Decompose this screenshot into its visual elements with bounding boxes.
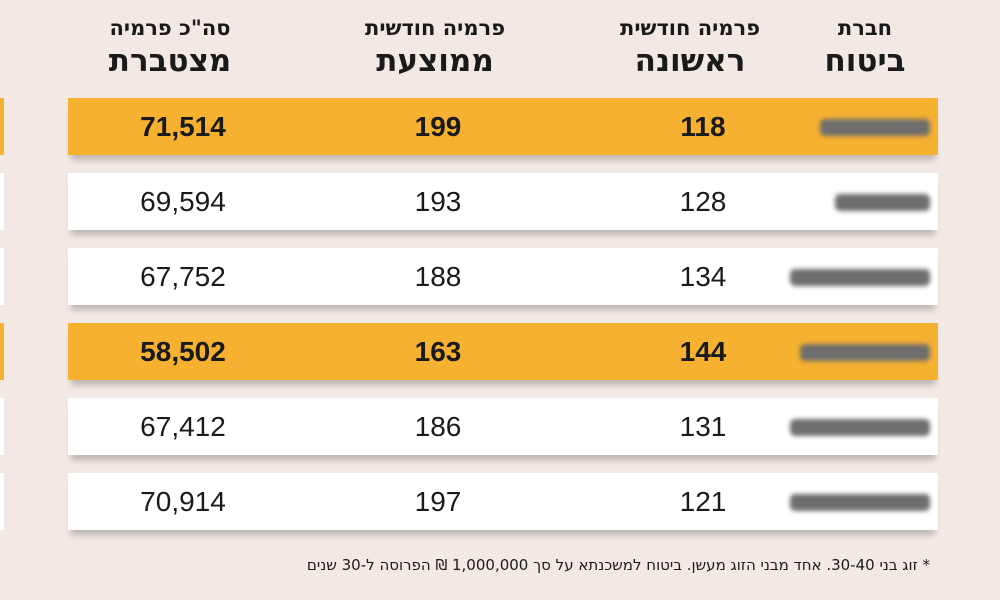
header-line2: מצטברת [108,43,232,79]
row-edge-tab [0,323,4,380]
redacted-company-name [790,494,930,511]
redacted-company-name [790,269,930,286]
row-edge-tab [0,98,4,155]
average-premium-cell: 163 [414,336,462,367]
header-line2: ראשונה [634,43,746,79]
first-premium-cell: 131 [679,411,727,442]
total-premium-cell: 69,594 [140,186,226,217]
total-premium-cell: 67,752 [140,261,226,292]
header-total-premium: סה"כ פרמיה מצטברת [65,14,275,84]
header-insurance-company: חברת ביטוח [790,14,940,84]
average-premium-cell: 188 [414,261,462,292]
average-premium-cell: 193 [414,186,462,217]
total-premium-cell: 70,914 [140,486,226,517]
average-premium-cell: 186 [414,411,462,442]
total-premium-cell: 67,412 [140,411,226,442]
average-premium-cell: 197 [414,486,462,517]
header-average-premium: פרמיה חודשית ממוצעת [315,14,555,84]
first-premium-cell: 128 [679,186,727,217]
row-edge-tab [0,173,4,230]
header-line2: ממוצעת [376,43,494,79]
header-line1: פרמיה חודשית [620,16,761,40]
row-edge-tab [0,248,4,305]
table-row: 144 163 58,502 [68,323,938,380]
table-row: 121 197 70,914 [68,473,938,530]
first-premium-cell: 144 [679,336,727,367]
redacted-company-name [790,419,930,436]
average-premium-cell: 199 [414,111,462,142]
table-row: 118 199 71,514 [68,98,938,155]
first-premium-cell: 121 [679,486,727,517]
first-premium-cell: 134 [679,261,727,292]
footnote: * זוג בני 30-40. אחד מבני הזוג מעשן. ביט… [306,556,930,574]
redacted-company-name [800,344,930,361]
first-premium-cell: 118 [680,111,726,142]
table-row: 131 186 67,412 [68,398,938,455]
total-premium-cell: 71,514 [140,111,226,142]
total-premium-cell: 58,502 [140,336,226,367]
header-line1: פרמיה חודשית [365,16,506,40]
header-line1: חברת [837,16,893,40]
row-edge-tab [0,398,4,455]
table-row: 128 193 69,594 [68,173,938,230]
row-edge-tab [0,473,4,530]
redacted-company-name [820,119,930,136]
table-row: 134 188 67,752 [68,248,938,305]
header-first-premium: פרמיה חודשית ראשונה [575,14,805,84]
header-line2: ביטוח [824,43,906,79]
header-line1: סה"כ פרמיה [109,16,231,40]
redacted-company-name [835,194,930,211]
